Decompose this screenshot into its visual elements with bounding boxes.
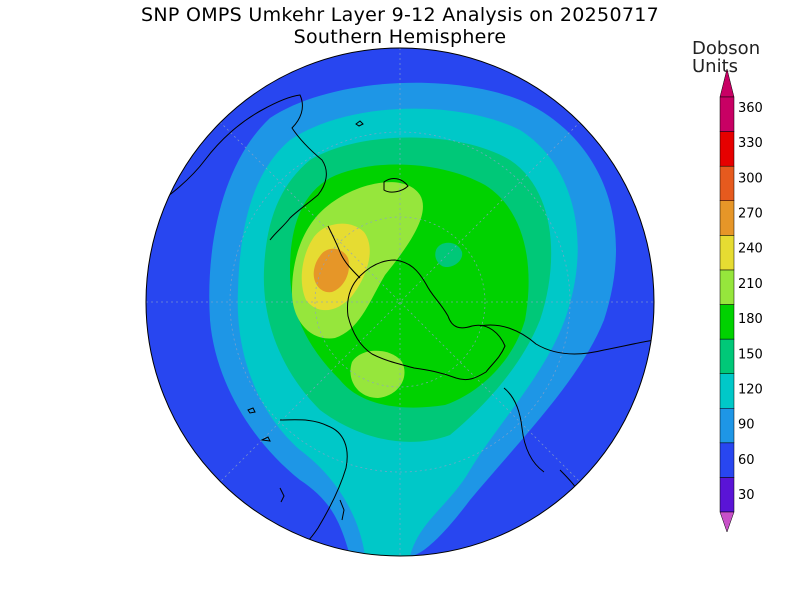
graticule: [146, 48, 654, 556]
colorbar-band: [719, 442, 735, 478]
island-2: [247, 407, 256, 414]
colorbar-band: [719, 235, 735, 271]
colorbar-units: Dobson Units: [692, 40, 760, 76]
title-line-2: Southern Hemisphere: [293, 26, 507, 48]
island-1: [355, 120, 364, 127]
chart-title: SNP OMPS Umkehr Layer 9-12 Analysis on 2…: [0, 4, 800, 48]
colorbar-bands: [719, 68, 735, 533]
colorbar-band: [719, 200, 735, 236]
colorbar-band: [719, 408, 735, 444]
map-border: [145, 47, 655, 557]
island-3: [260, 436, 271, 442]
level-270-300: [313, 248, 350, 293]
colorbar-tick-label: 360: [738, 101, 763, 116]
colorbar-band: [719, 269, 735, 305]
colorbar-tick-label: 210: [738, 277, 763, 292]
colorbar-tick-label: 30: [738, 488, 755, 503]
units-line-1: Dobson: [692, 38, 761, 59]
colorbar-tick-label: 330: [738, 136, 763, 151]
antarctica-coast: [347, 259, 506, 381]
colorbar-band: [719, 304, 735, 340]
colorbar-tick-label: 60: [738, 453, 755, 468]
colorbar-tick-label: 90: [738, 418, 755, 433]
new-zealand-coast: [503, 387, 545, 473]
colorbar-tick-label: 120: [738, 382, 763, 397]
peninsula-coast: [327, 225, 361, 279]
colorbar-tick-label: 300: [738, 171, 763, 186]
south-america-coast: [149, 94, 327, 241]
colorbar-band: [719, 131, 735, 167]
island-5: [339, 499, 345, 521]
colorbar-band: [719, 96, 735, 132]
colorbar-tick-label: 180: [738, 312, 763, 327]
level-150-180-spot: [435, 242, 463, 268]
ozone-field: [146, 48, 654, 556]
colorbar-labels: 30 60 90 120 150 180 210 240 270 300 330 360: [738, 101, 763, 503]
colorbar-tick-label: 240: [738, 242, 763, 257]
colorbar-tick-label: 150: [738, 347, 763, 362]
colorbar-under-triangle: [719, 511, 735, 533]
colorbar-band: [719, 165, 735, 202]
australia-coast: [479, 324, 654, 355]
tierra-del-fuego: [383, 178, 409, 193]
title-line-1: SNP OMPS Umkehr Layer 9-12 Analysis on 2…: [140, 4, 659, 26]
level-210-240-south: [350, 350, 405, 398]
colorbar-tick-label: 270: [738, 207, 763, 222]
colorbar-band: [719, 373, 735, 409]
colorbar-band: [719, 338, 735, 374]
africa-coast: [279, 419, 348, 556]
colorbar-over-triangle: [719, 68, 735, 98]
island-4: [279, 487, 285, 503]
colorbar-band: [719, 477, 735, 513]
